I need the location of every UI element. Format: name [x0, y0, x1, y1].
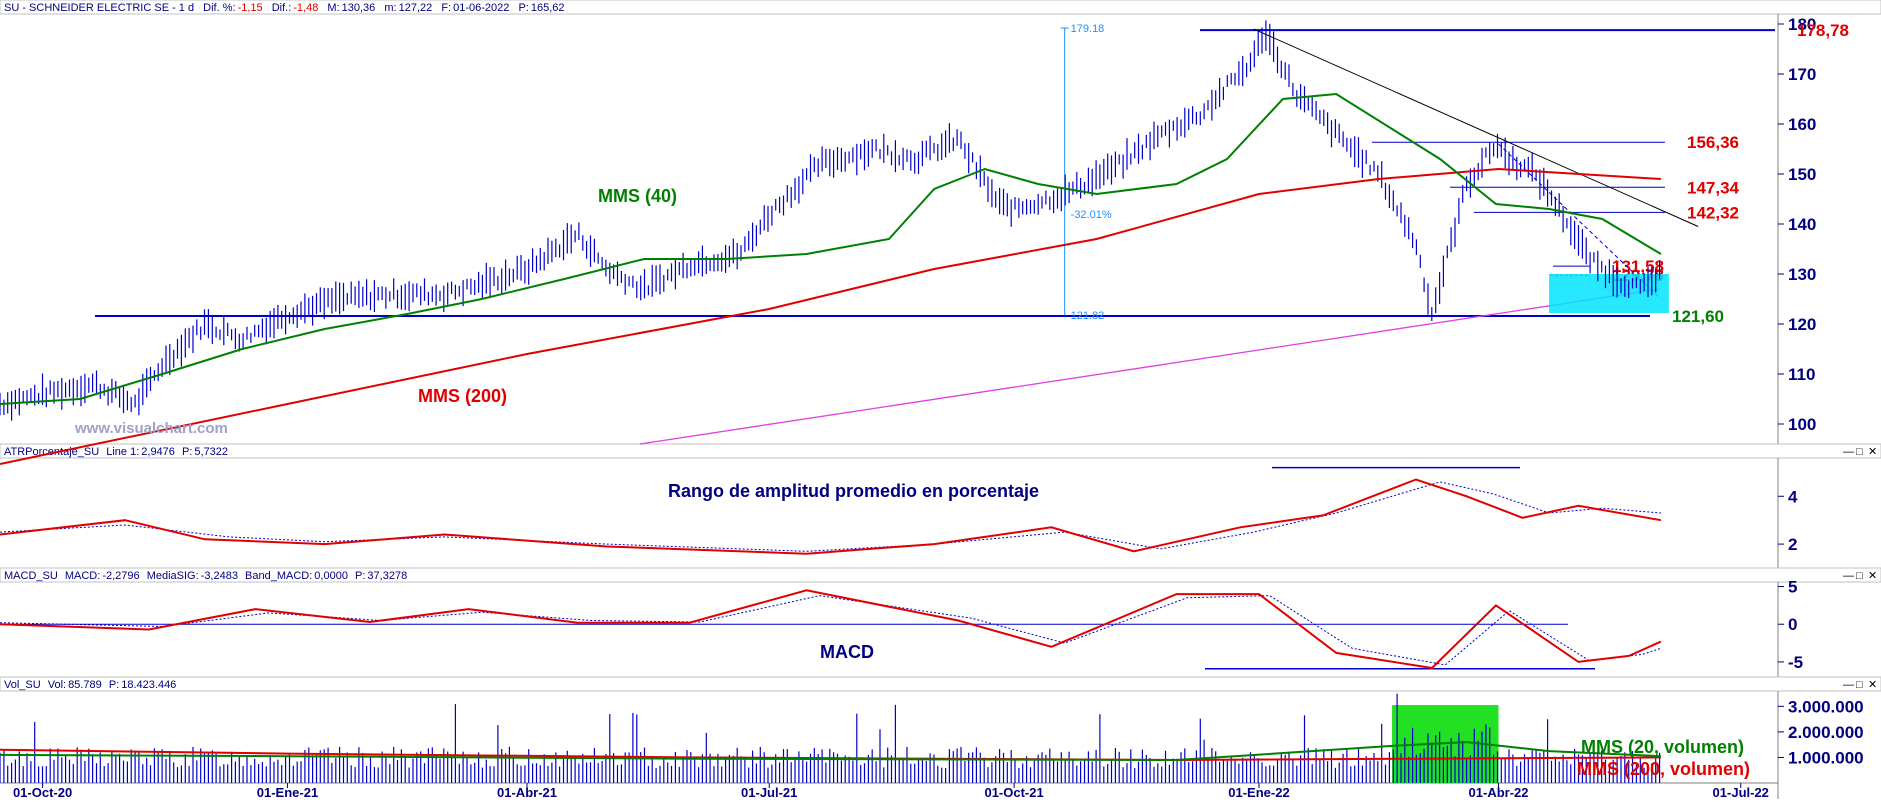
downtrend-line — [1253, 28, 1699, 227]
annotation-mms40: MMS (40) — [598, 186, 677, 206]
x-tick-label: 01-Ene-22 — [1228, 785, 1289, 799]
maximize-icon[interactable]: □ — [1856, 446, 1863, 458]
macd-ytick-label: 0 — [1788, 615, 1797, 634]
x-tick-label: 01-Abr-22 — [1469, 785, 1529, 799]
measure-bottom-label: 121.82 — [1071, 310, 1105, 322]
level-label: 142,32 — [1687, 203, 1739, 222]
volume-ytick-label: 1.000.000 — [1788, 748, 1864, 767]
x-tick-label: 01-Jul-22 — [1713, 785, 1769, 799]
price-ytick-label: 160 — [1788, 115, 1816, 134]
atr-window-buttons[interactable]: — □ ✕ — [1843, 446, 1877, 458]
atr-ytick-label: 2 — [1788, 535, 1797, 554]
x-tick-label: 01-Abr-21 — [497, 785, 557, 799]
support-trend-line — [639, 288, 1661, 445]
level-label: 121,60 — [1672, 307, 1724, 326]
atr-line — [0, 478, 1662, 555]
price-ytick-label: 120 — [1788, 315, 1816, 334]
level-label: 156,36 — [1687, 133, 1739, 152]
macd-ytick-label: 5 — [1788, 578, 1797, 597]
mms40-line — [0, 92, 1662, 405]
volume-window-buttons[interactable]: — □ ✕ — [1843, 679, 1877, 691]
volume-ytick-label: 2.000.000 — [1788, 723, 1864, 742]
measure-top-label: 179.18 — [1071, 23, 1105, 35]
x-tick-label: 01-Ene-21 — [257, 785, 318, 799]
maximize-icon[interactable]: □ — [1856, 679, 1863, 691]
level-label: 178,78 — [1797, 21, 1849, 40]
x-tick-label: 01-Jul-21 — [741, 785, 797, 799]
macd-title: MACD — [820, 642, 874, 662]
measure-pct-label: -32.01% — [1071, 209, 1112, 221]
minimize-icon[interactable]: — — [1843, 446, 1854, 458]
close-icon[interactable]: ✕ — [1868, 570, 1877, 582]
watermark: www.visualchart.com — [74, 420, 228, 437]
macd-header: MACD_SU MACD: -2,2796 MediaSIG: -3,2483 Ba… — [4, 570, 407, 582]
volume-panel: Vol_SU Vol: 85.789 P: 18.423.446 — [0, 676, 1881, 799]
atr-signal-line — [0, 481, 1661, 552]
price-panel: SU - SCHNEIDER ELECTRIC SE - 1 d Dif. %:… — [0, 0, 1881, 445]
price-ytick-label: 140 — [1788, 215, 1816, 234]
atr-ytick-label: 4 — [1788, 487, 1798, 506]
maximize-icon[interactable]: □ — [1856, 570, 1863, 582]
macd-line — [0, 589, 1662, 670]
minimize-icon[interactable]: — — [1843, 570, 1854, 582]
annotation-mms200: MMS (200) — [418, 386, 507, 406]
annotation-vol-mms200: MMS (200, volumen) — [1577, 759, 1750, 779]
price-ytick-label: 170 — [1788, 65, 1816, 84]
level-label: 147,34 — [1687, 178, 1740, 197]
atr-title: Rango de amplitud promedio en porcentaje — [668, 481, 1039, 501]
price-ytick-label: 100 — [1788, 415, 1816, 434]
price-ytick-label: 130 — [1788, 265, 1816, 284]
minimize-icon[interactable]: — — [1843, 679, 1854, 691]
macd-ytick-label: -5 — [1788, 653, 1803, 672]
mms200-line — [0, 167, 1661, 465]
price-ytick-label: 150 — [1788, 165, 1816, 184]
macd-window-buttons[interactable]: — □ ✕ — [1843, 570, 1877, 582]
volume-ytick-label: 3.000.000 — [1788, 697, 1864, 716]
x-tick-label: 01-Oct-21 — [984, 785, 1043, 799]
macd-panel: MACD_SU MACD: -2,2796 MediaSIG: -3,2483 Ba… — [0, 567, 1881, 678]
price-ytick-label: 110 — [1788, 365, 1815, 384]
volume-header: Vol_SU Vol: 85.789 P: 18.423.446 — [4, 679, 176, 691]
x-tick-label: 01-Oct-20 — [13, 785, 72, 799]
close-icon[interactable]: ✕ — [1868, 679, 1877, 691]
price-ytick-label: 180 — [1788, 15, 1816, 34]
price-header: SU - SCHNEIDER ELECTRIC SE - 1 d Dif. %:… — [4, 2, 565, 14]
volume-mms20-line — [0, 741, 1661, 762]
annotation-vol-mms20: MMS (20, volumen) — [1581, 737, 1744, 757]
level-label: 131,58 — [1612, 257, 1664, 276]
close-icon[interactable]: ✕ — [1868, 446, 1877, 458]
